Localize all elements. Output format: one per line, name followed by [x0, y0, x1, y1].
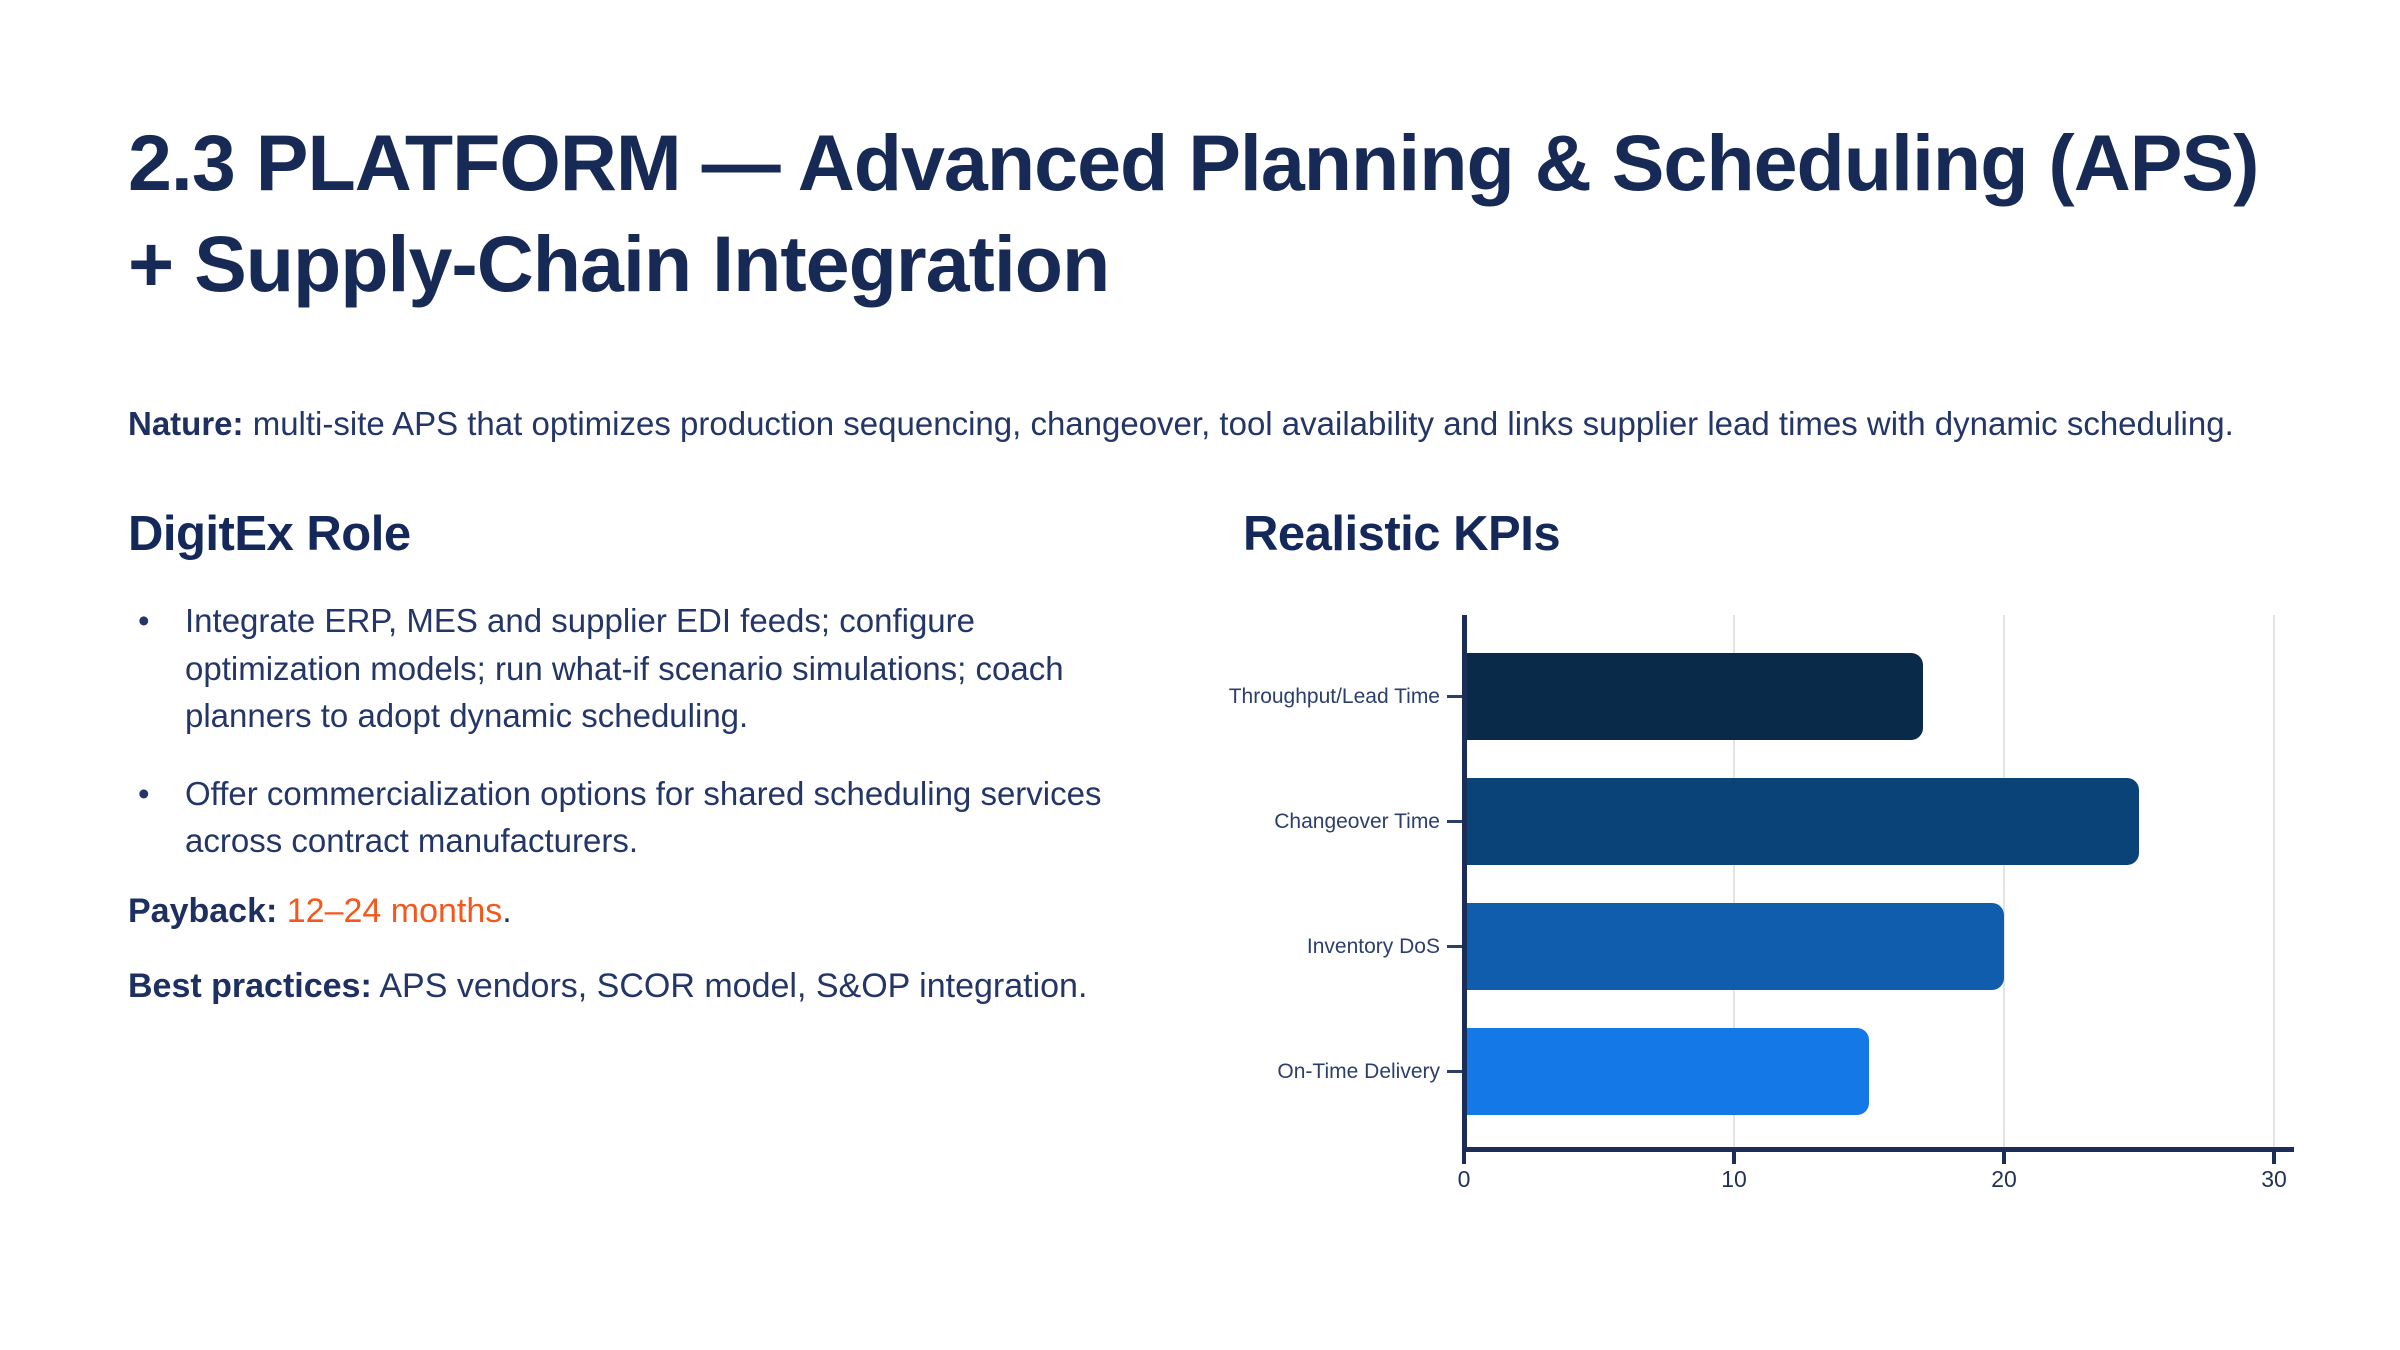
chart-gridline — [1733, 615, 1735, 1150]
kpi-bar-on-time-delivery — [1464, 1028, 1869, 1115]
x-axis-tick — [2002, 1152, 2006, 1164]
category-tick — [1447, 1069, 1462, 1073]
x-axis-tick — [2272, 1152, 2276, 1164]
nature-label: Nature: — [128, 405, 244, 442]
payback-value: 12–24 months — [277, 892, 503, 930]
category-tick — [1447, 694, 1462, 698]
x-axis-tick-label: 10 — [1721, 1166, 1747, 1192]
x-axis-tick-label: 30 — [2261, 1166, 2287, 1192]
best-practices-label: Best practices: — [128, 967, 372, 1005]
kpi-bar-changeover-time — [1464, 778, 2139, 865]
kpi-bar-inventory-dos — [1464, 903, 2004, 990]
x-axis-tick-label: 0 — [1457, 1166, 1471, 1192]
bullet-item: Offer commercialization options for shar… — [128, 770, 1148, 865]
chart-gridline — [2003, 615, 2005, 1150]
chart-x-axis — [1462, 1147, 2294, 1152]
category-label: Changeover Time — [1274, 809, 1440, 833]
bullet-item: Integrate ERP, MES and supplier EDI feed… — [128, 597, 1148, 740]
payback-label: Payback: — [128, 892, 278, 930]
right-column-heading: Realistic KPIs — [1243, 507, 1561, 561]
chart-y-axis — [1462, 615, 1467, 1150]
kpi-bar-throughput-lead-time — [1464, 653, 1923, 740]
x-axis-tick — [1462, 1152, 1466, 1164]
category-tick — [1447, 819, 1462, 823]
digitex-role-bullets: Integrate ERP, MES and supplier EDI feed… — [128, 597, 1148, 865]
slide-title: 2.3 PLATFORM — Advanced Planning & Sched… — [128, 118, 2259, 309]
kpi-bar-chart: 0 10 20 30 Throughput/Lead Time Changeover Ti… — [1229, 615, 2294, 1192]
best-practices-text: APS vendors, SCOR model, S&OP integratio… — [371, 967, 1088, 1005]
nature-paragraph: Nature: multi-site APS that optimizes pr… — [128, 400, 2348, 448]
x-axis-tick — [1732, 1152, 1736, 1164]
category-label: Inventory DoS — [1306, 934, 1440, 958]
payback-period: . — [502, 892, 512, 930]
payback-line: Payback: 12–24 months. — [128, 892, 512, 931]
left-column-heading: DigitEx Role — [128, 507, 411, 561]
chart-gridline — [2273, 615, 2275, 1150]
category-label: Throughput/Lead Time — [1228, 684, 1440, 708]
category-label: On-Time Delivery — [1277, 1059, 1440, 1083]
category-tick — [1447, 944, 1462, 948]
x-axis-tick-label: 20 — [1991, 1166, 2017, 1192]
nature-text: multi-site APS that optimizes production… — [243, 405, 2234, 442]
best-practices-line: Best practices: APS vendors, SCOR model,… — [128, 967, 1087, 1006]
